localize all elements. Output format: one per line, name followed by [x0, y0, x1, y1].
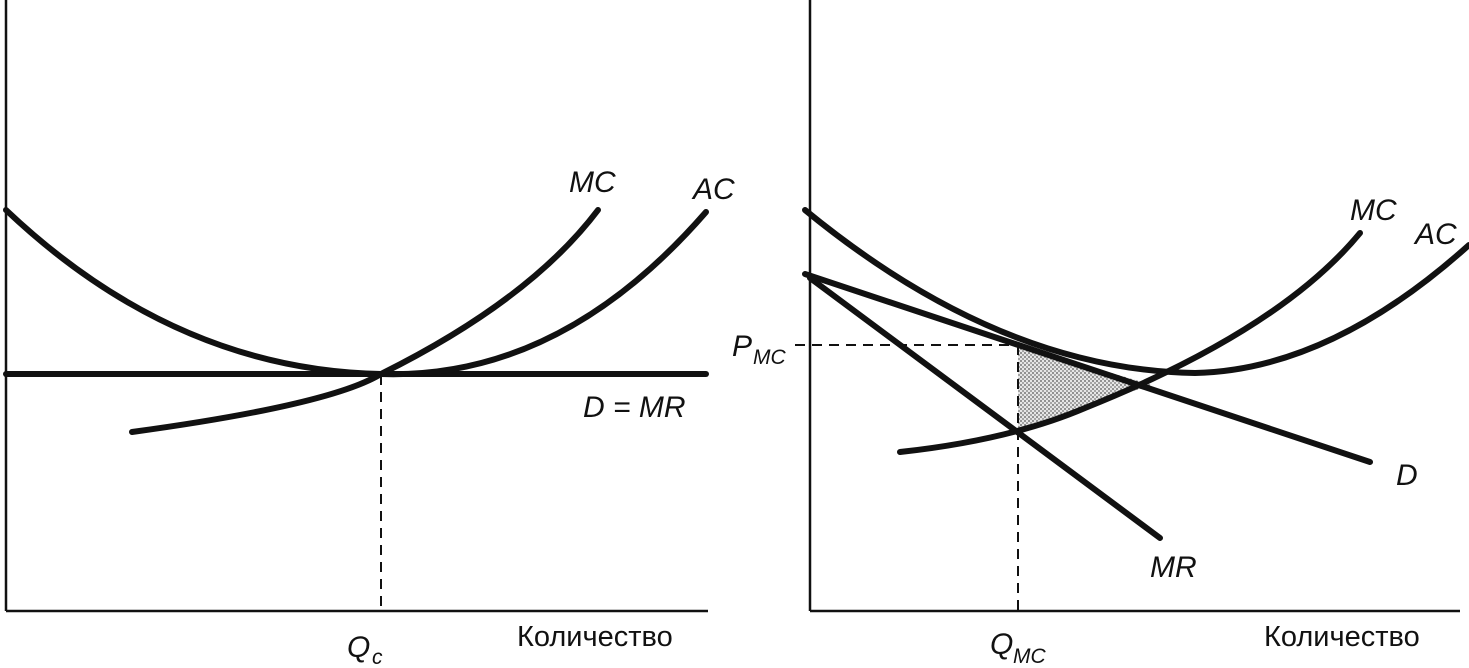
left-d-mr-label: D = MR: [583, 391, 686, 424]
right-qmc-subscript: MC: [1013, 645, 1046, 668]
right-deadweight-loss-area: [1018, 345, 1152, 428]
right-ac-curve: [802, 207, 1469, 376]
right-panel: MC AC D MR P MC Q MC Количество: [732, 0, 1469, 668]
left-ac-label: AC: [691, 173, 735, 206]
left-qc-symbol: Q: [347, 631, 370, 664]
right-d-label: D: [1396, 459, 1418, 492]
left-panel: MC AC D = MR Q c Количество: [3, 0, 735, 668]
left-mc-label: MC: [569, 166, 616, 199]
right-mr-line: [807, 275, 1163, 541]
left-ac-curve: [3, 207, 709, 378]
right-x-axis-label: Количество: [1264, 621, 1420, 653]
right-ac-label: AC: [1413, 218, 1457, 251]
right-pmc-subscript: MC: [753, 346, 786, 369]
right-mr-label: MR: [1150, 551, 1197, 584]
left-mc-curve: [129, 207, 601, 435]
left-x-axis-label: Количество: [517, 621, 673, 653]
right-pmc-symbol: P: [732, 330, 752, 363]
left-qc-subscript: c: [372, 646, 383, 668]
right-demand-line: [802, 271, 1373, 465]
right-mc-curve: [897, 230, 1363, 455]
right-mc-label: MC: [1350, 194, 1397, 227]
right-qmc-symbol: Q: [990, 628, 1013, 661]
